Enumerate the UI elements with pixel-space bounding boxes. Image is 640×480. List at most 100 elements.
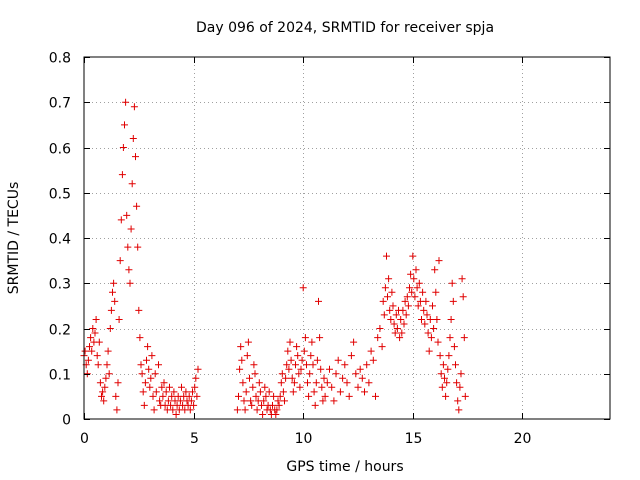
data-point (112, 392, 120, 400)
data-point (339, 374, 347, 382)
data-point (390, 320, 398, 328)
data-point (102, 374, 110, 382)
data-point (262, 392, 270, 400)
data-point (397, 316, 405, 323)
data-point (185, 392, 193, 400)
data-point (95, 338, 103, 346)
data-point (317, 365, 325, 373)
data-point (244, 338, 252, 346)
data-point (387, 316, 395, 323)
data-point (424, 329, 432, 337)
data-point (269, 401, 276, 409)
data-point (328, 383, 336, 391)
data-point (295, 370, 303, 378)
data-point (186, 406, 194, 414)
data-point (149, 392, 157, 400)
y-tick-label: 0.8 (49, 51, 71, 67)
data-point (107, 306, 115, 314)
data-point (148, 352, 156, 360)
data-point (147, 374, 155, 382)
data-point (237, 343, 245, 351)
data-point (358, 374, 366, 382)
data-point (401, 297, 409, 305)
data-point (298, 356, 306, 364)
data-point (155, 361, 162, 369)
data-point (98, 392, 105, 400)
data-point (151, 370, 159, 378)
data-point (350, 338, 358, 346)
data-point (294, 352, 302, 360)
data-point (285, 365, 293, 373)
data-point (150, 406, 158, 414)
data-point (455, 406, 463, 414)
data-point (156, 397, 164, 405)
data-point (236, 365, 244, 373)
data-point (374, 334, 382, 342)
data-point (133, 202, 141, 210)
data-point (192, 374, 200, 382)
data-point (260, 397, 268, 405)
data-point (323, 379, 331, 387)
y-tick-label: 0.1 (49, 368, 71, 384)
data-point (434, 338, 442, 346)
data-point (406, 284, 413, 292)
data-point (316, 334, 324, 342)
data-point (384, 293, 391, 301)
data-point (435, 257, 443, 265)
data-point (439, 361, 447, 369)
data-point (376, 325, 384, 332)
tick-layer: 0 5 10 15 20 0 0.1 0.2 0.3 0.4 0.5 0.6 0.7 0.8 (49, 51, 610, 447)
data-point (379, 297, 387, 305)
data-point (272, 411, 280, 418)
data-point (414, 302, 422, 310)
data-point (309, 361, 317, 369)
data-point (261, 383, 269, 391)
data-point (146, 383, 154, 391)
data-point (256, 388, 264, 396)
data-point (413, 284, 421, 292)
data-point (130, 103, 138, 111)
data-point (92, 316, 100, 323)
data-point (454, 397, 462, 405)
data-point (159, 392, 167, 400)
data-point (164, 397, 172, 405)
data-point (442, 392, 450, 400)
y-tick-label: 0.4 (49, 232, 71, 248)
data-point (253, 406, 261, 414)
data-point (426, 316, 434, 323)
data-point (461, 392, 469, 400)
data-point (392, 311, 400, 319)
data-point (288, 374, 296, 382)
data-point (398, 329, 406, 337)
data-point (127, 225, 135, 233)
data-point (421, 320, 429, 328)
data-point (191, 383, 199, 391)
data-point (89, 325, 97, 332)
data-point (409, 252, 417, 260)
data-point (383, 252, 390, 260)
data-point (128, 180, 136, 188)
data-point (116, 257, 124, 265)
data-point (293, 343, 301, 351)
data-point (399, 306, 407, 314)
data-point (273, 406, 281, 414)
data-point (415, 279, 423, 287)
data-point (187, 397, 195, 405)
data-point (363, 361, 371, 369)
data-point (281, 397, 288, 405)
data-point (275, 401, 283, 409)
data-point (367, 347, 375, 355)
data-point (259, 411, 267, 418)
data-point (391, 329, 399, 337)
data-point (290, 379, 298, 387)
data-point (109, 288, 116, 296)
data-point (239, 379, 247, 387)
data-point (307, 352, 315, 360)
data-point (139, 388, 147, 396)
data-point (404, 302, 412, 310)
data-point (450, 343, 458, 351)
data-point (114, 379, 122, 387)
data-point (433, 316, 441, 323)
data-point (134, 243, 142, 251)
data-point (420, 306, 428, 314)
